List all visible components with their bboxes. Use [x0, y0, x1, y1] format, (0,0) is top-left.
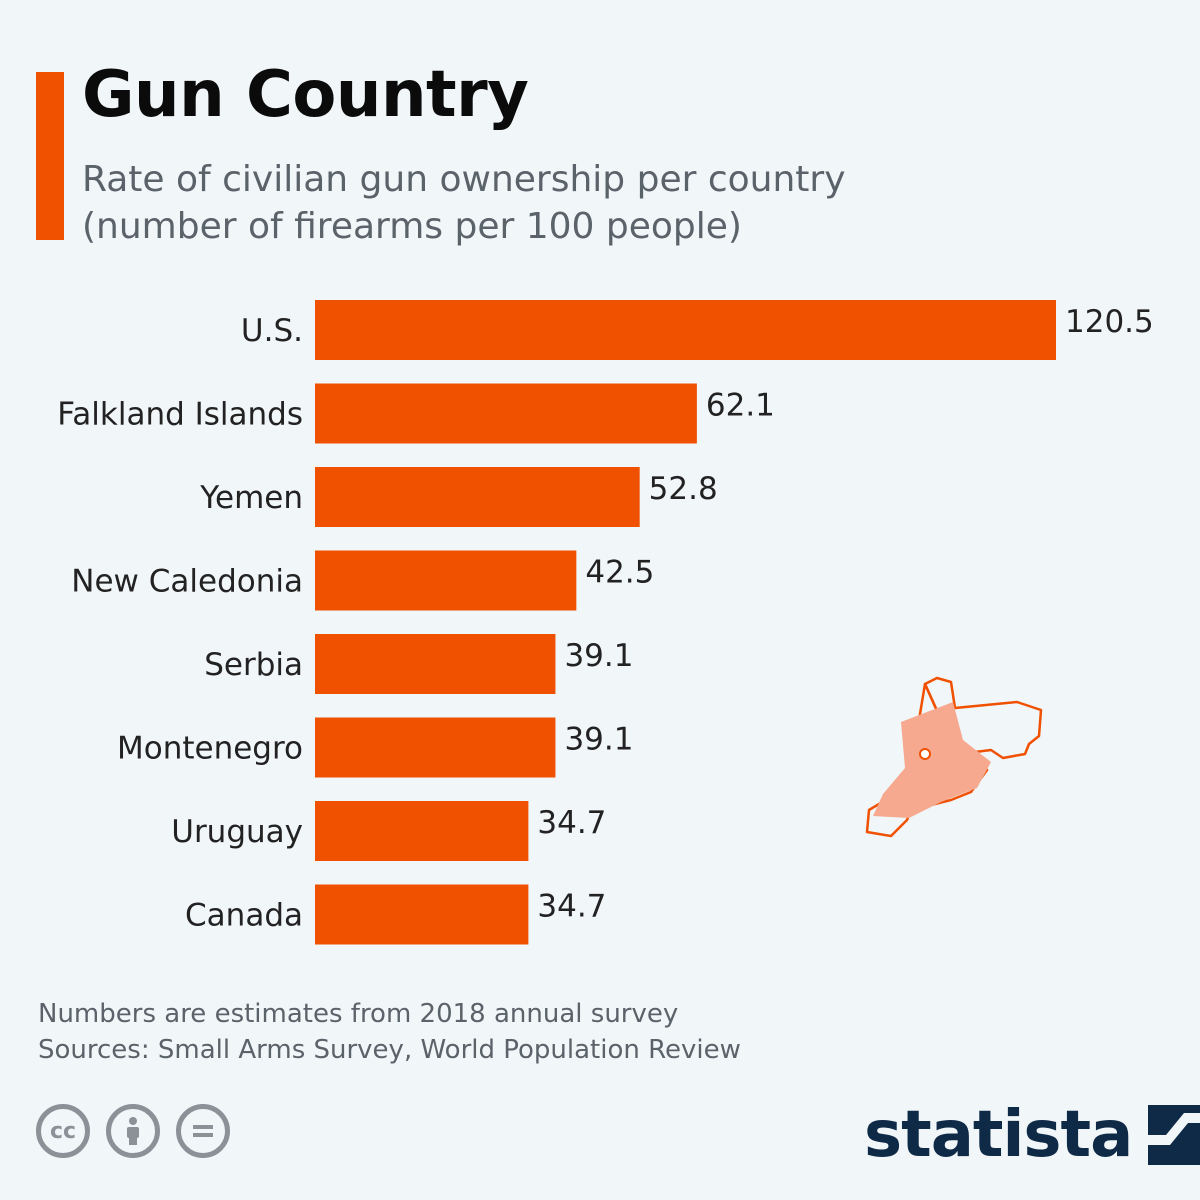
value-label: 34.7: [537, 805, 606, 841]
statista-logo[interactable]: statista: [864, 1095, 1200, 1175]
bar-chart: U.S. 120.5 Falkland Islands 62.1 Yemen 52.8 Ne…: [57, 300, 1154, 945]
category-label: Canada: [185, 898, 303, 934]
footnote-sources: Sources: Small Arms Survey, World Popula…: [38, 1035, 741, 1065]
attribution-icon[interactable]: [106, 1104, 160, 1158]
license-icons: cc: [36, 1104, 230, 1158]
value-label: 52.8: [649, 471, 718, 507]
bar-montenegro: [315, 717, 556, 778]
category-label: Serbia: [204, 647, 303, 683]
chart-title: Gun Country: [82, 58, 529, 132]
bar-serbia: [315, 634, 556, 694]
category-label: Yemen: [199, 480, 303, 516]
bar-new-caledonia: [315, 550, 577, 611]
bar-canada: [315, 884, 529, 945]
title-accent-bar: [36, 72, 64, 240]
value-label: 42.5: [585, 555, 654, 591]
value-label: 39.1: [564, 722, 633, 758]
subtitle-line-2: (number of firearms per 100 people): [82, 206, 742, 247]
value-label: 39.1: [564, 638, 633, 674]
no-derivatives-icon[interactable]: [176, 1104, 230, 1158]
value-label: 62.1: [706, 388, 775, 424]
chart-subtitle: Rate of civilian gun ownership per count…: [82, 156, 846, 250]
brand-wordmark: statista: [864, 1098, 1133, 1172]
bar-falkland-islands: [315, 383, 697, 444]
subtitle-line-1: Rate of civilian gun ownership per count…: [82, 159, 846, 200]
footnote-note: Numbers are estimates from 2018 annual s…: [38, 999, 679, 1029]
value-label: 120.5: [1065, 304, 1154, 340]
bar-uruguay: [315, 801, 529, 861]
footnote: Numbers are estimates from 2018 annual s…: [38, 996, 741, 1068]
category-label: Montenegro: [117, 731, 303, 767]
gun-holster-icon: [865, 676, 1043, 838]
cc-icon[interactable]: cc: [36, 1104, 90, 1158]
category-label: Falkland Islands: [57, 397, 303, 433]
value-label: 34.7: [537, 889, 606, 925]
statista-logo-icon: [1148, 1105, 1200, 1165]
category-label: U.S.: [241, 313, 303, 349]
category-label: New Caledonia: [71, 564, 303, 600]
bar-yemen: [315, 467, 640, 527]
bar-u-s: [315, 300, 1056, 360]
category-label: Uruguay: [171, 814, 303, 850]
